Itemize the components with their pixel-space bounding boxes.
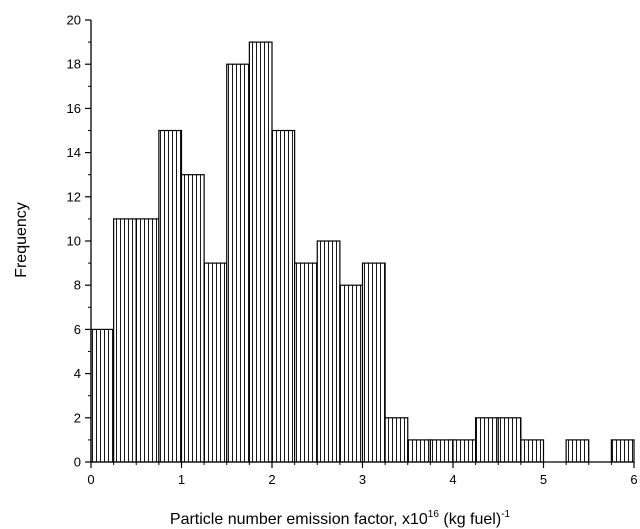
x-tick-label: 3 xyxy=(359,472,366,487)
x-tick-label: 5 xyxy=(540,472,547,487)
histogram-bar xyxy=(520,439,545,463)
histogram-bar xyxy=(407,439,431,463)
histogram-bar xyxy=(203,262,228,463)
y-axis-ticks: 0 2 4 6 8 10 12 14 16 18 20 xyxy=(67,13,91,470)
y-tick-label: 6 xyxy=(74,322,81,337)
x-axis-title-prefix: Particle number emission factor, x10 xyxy=(170,511,428,528)
histogram-bar xyxy=(497,417,522,463)
histogram-bar xyxy=(180,174,205,463)
histogram-bars xyxy=(90,41,635,463)
x-tick-label: 1 xyxy=(178,472,185,487)
x-axis-title-exponent: 16 xyxy=(428,509,440,520)
y-tick-label: 2 xyxy=(74,410,81,425)
x-tick-label: 6 xyxy=(630,472,637,487)
y-tick-label: 14 xyxy=(67,145,81,160)
histogram-bar xyxy=(339,284,364,463)
x-tick-label: 2 xyxy=(268,472,275,487)
histogram-bar xyxy=(475,417,499,463)
histogram-bar xyxy=(384,417,409,463)
x-tick-label: 4 xyxy=(449,472,456,487)
x-tick-label: 0 xyxy=(87,472,94,487)
histogram-bar xyxy=(90,328,115,463)
histogram-bar xyxy=(248,41,273,463)
histogram-bar xyxy=(271,129,296,463)
histogram-bar xyxy=(610,439,635,463)
histogram-bar xyxy=(565,439,590,463)
y-tick-label: 8 xyxy=(74,278,81,293)
histogram-bar xyxy=(429,439,454,463)
y-tick-label: 20 xyxy=(67,13,81,28)
histogram-bar xyxy=(316,240,341,463)
histogram-bar xyxy=(294,262,318,463)
histogram-bar xyxy=(452,439,477,463)
y-tick-label: 10 xyxy=(67,234,81,249)
y-tick-label: 0 xyxy=(74,455,81,470)
histogram-bar xyxy=(135,218,160,463)
y-tick-label: 16 xyxy=(67,101,81,116)
x-axis-title-unit-exponent: -1 xyxy=(501,509,510,520)
histogram-bar xyxy=(158,129,183,463)
histogram-bar xyxy=(113,218,137,463)
histogram-bar xyxy=(226,63,250,463)
x-axis-ticks: 0 1 2 3 4 5 6 xyxy=(87,462,638,487)
x-axis-title-unit: (kg fuel) xyxy=(439,511,501,528)
histogram-bar xyxy=(361,262,386,463)
y-tick-label: 18 xyxy=(67,57,81,72)
x-axis-title: Particle number emission factor, x1016 (… xyxy=(170,509,511,528)
y-tick-label: 4 xyxy=(74,366,81,381)
y-tick-label: 12 xyxy=(67,189,81,204)
y-axis-title: Frequency xyxy=(13,202,30,278)
